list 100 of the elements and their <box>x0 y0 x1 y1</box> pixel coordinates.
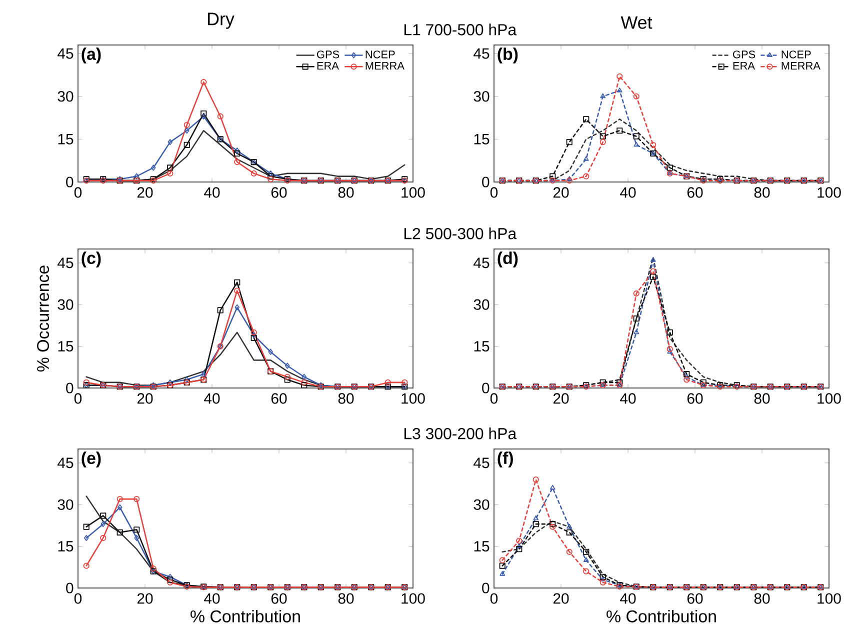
y-tick-label: 30 <box>58 299 74 310</box>
y-tick-label: 0 <box>482 176 490 188</box>
x-tick-label: 20 <box>553 393 569 404</box>
point <box>516 543 522 548</box>
x-tick-label: 60 <box>687 393 703 404</box>
point <box>633 290 640 297</box>
x-tick-label: 100 <box>402 393 425 404</box>
annotation: (e) <box>82 452 101 468</box>
x-tick-label: 80 <box>754 187 770 198</box>
point <box>134 173 140 180</box>
x-tick-label: 40 <box>204 187 220 198</box>
point <box>600 93 606 98</box>
point <box>100 521 106 528</box>
x-axis-title: % Contribution <box>606 610 716 622</box>
point <box>250 170 257 176</box>
x-tick-label: 20 <box>553 593 569 604</box>
point <box>302 374 307 380</box>
point <box>666 329 673 336</box>
x-tick-label: 20 <box>137 393 153 404</box>
point <box>532 521 539 528</box>
x-tick-label: 80 <box>338 187 354 198</box>
y-tick-label: 15 <box>474 541 490 552</box>
point <box>516 538 522 544</box>
legend-label: GPS <box>733 50 756 58</box>
x-tick-label: 20 <box>553 187 569 198</box>
text: L1 700-500 hPa <box>404 24 517 36</box>
point <box>550 524 556 530</box>
legend-label: GPS <box>317 50 340 58</box>
point <box>634 142 640 147</box>
x-tick-label: 0 <box>490 393 498 404</box>
legend-label: ERA <box>317 62 339 70</box>
point <box>550 484 556 490</box>
point <box>234 279 240 286</box>
point <box>83 524 90 530</box>
point <box>583 156 589 161</box>
point <box>301 379 308 386</box>
point <box>533 515 539 520</box>
point <box>134 526 140 533</box>
x-tick-label: 80 <box>338 593 354 604</box>
x-tick-label: 0 <box>490 187 498 198</box>
point <box>134 496 140 502</box>
point <box>600 579 606 586</box>
point <box>650 274 656 280</box>
legend-label: MERRA <box>366 62 404 70</box>
y-tick-label: 45 <box>58 48 74 59</box>
y-tick-label: 45 <box>58 258 74 268</box>
point <box>184 142 190 148</box>
y-tick-label: 0 <box>66 582 74 594</box>
point <box>666 346 673 352</box>
x-tick-label: 0 <box>74 187 82 198</box>
point <box>633 133 640 140</box>
point <box>700 379 706 386</box>
point <box>217 307 224 314</box>
point <box>284 362 290 369</box>
y-tick-label: 0 <box>66 382 74 394</box>
point <box>150 565 156 572</box>
point <box>168 138 173 146</box>
point <box>234 288 240 294</box>
point <box>566 524 572 529</box>
point <box>666 164 673 171</box>
point <box>268 348 274 355</box>
point <box>200 79 207 86</box>
point <box>566 138 572 146</box>
point <box>550 173 556 180</box>
point <box>168 574 173 580</box>
point <box>616 88 622 92</box>
point <box>100 512 106 519</box>
point <box>566 178 572 184</box>
y-tick-label: 15 <box>474 341 490 352</box>
point <box>684 376 690 383</box>
point <box>384 379 391 386</box>
legend-label: ERA <box>733 62 755 70</box>
annotation: (b) <box>498 48 518 64</box>
point <box>200 110 207 117</box>
x-tick-label: 20 <box>137 187 153 198</box>
x-tick-label: 40 <box>620 393 636 404</box>
y-tick-label: 15 <box>58 541 74 552</box>
x-tick-label: 60 <box>271 393 287 404</box>
x-tick-label: 80 <box>754 593 770 604</box>
chart-title: Wet <box>620 16 652 29</box>
annotation: (d) <box>498 252 518 268</box>
x-tick-label: 80 <box>338 393 354 404</box>
y-tick-label: 30 <box>474 299 490 310</box>
point <box>684 371 690 378</box>
point <box>117 504 122 510</box>
point <box>150 164 156 171</box>
x-tick-label: 100 <box>818 187 841 198</box>
point <box>499 562 506 569</box>
legend-label: NCEP <box>782 50 811 58</box>
point <box>100 534 106 542</box>
y-tick-label: 30 <box>58 499 74 510</box>
point <box>650 257 656 262</box>
point <box>550 521 556 528</box>
point <box>616 379 623 386</box>
point <box>301 382 308 388</box>
point <box>234 158 240 166</box>
x-tick-label: 0 <box>74 593 82 604</box>
point <box>284 376 290 383</box>
point <box>234 150 240 157</box>
x-tick-label: 0 <box>490 593 498 604</box>
